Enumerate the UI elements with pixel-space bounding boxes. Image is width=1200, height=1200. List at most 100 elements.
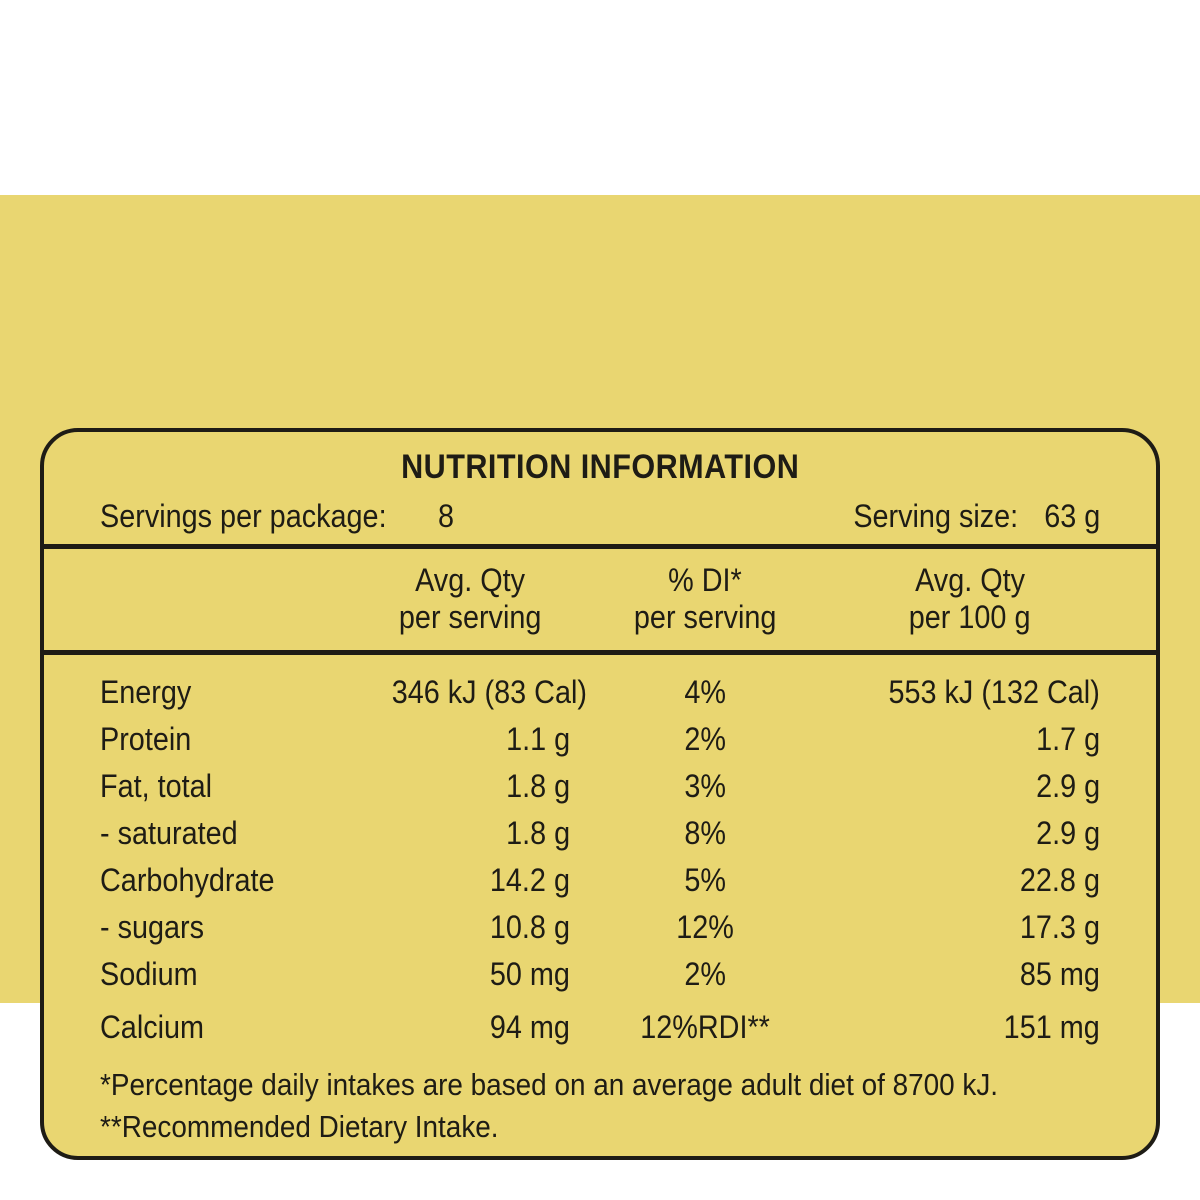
value-per-serving: 346 kJ (83 Cal) [370,669,587,716]
value-per-100g: 2.9 g [840,810,1100,857]
value-di-text: 5% [684,862,726,898]
servings-row: Servings per package: 8 Serving size: 63 g [44,494,1156,538]
column-headers: Avg. Qty per serving % DI* per serving A… [44,562,1156,636]
nutrient-row-saturated: - saturated 1.8 g 8% 2.9 g [100,810,1100,857]
footnotes: *Percentage daily intakes are based on a… [44,1064,1156,1148]
serving-size: Serving size: 63 g [835,494,1100,538]
value-di-text: 8% [684,815,726,851]
column-header-line: Avg. Qty [415,562,525,598]
panel-title: NUTRITION INFORMATION [44,447,1156,487]
servings-per-package-label: Servings per package: [100,498,387,534]
value-di-text: 3% [684,768,726,804]
column-header-percent-di: % DI* per serving [570,562,840,636]
value-per-serving-text: 14.2 g [489,862,570,898]
nutrient-name: Sodium [100,951,370,998]
value-per-100g: 151 mg [840,1004,1100,1051]
value-per-100g-text: 2.9 g [1035,768,1100,804]
value-per-100g: 17.3 g [840,904,1100,951]
value-per-serving-text: 1.8 g [505,768,570,804]
nutrient-row-protein: Protein 1.1 g 2% 1.7 g [100,716,1100,763]
servings-per-package: Servings per package: 8 [100,494,456,538]
nutrient-name-text: Sodium [100,956,198,992]
value-di-text: 12%RDI** [640,1009,770,1045]
nutrient-row-fat-total: Fat, total 1.8 g 3% 2.9 g [100,763,1100,810]
value-di-text: 2% [684,956,726,992]
value-di: 2% [570,716,840,763]
column-header-avg-qty-serving: Avg. Qty per serving [370,562,570,636]
nutrient-row-energy: Energy 346 kJ (83 Cal) 4% 553 kJ (132 Ca… [100,669,1100,716]
value-per-serving: 94 mg [370,1004,570,1051]
column-header-line: % DI* [668,562,742,598]
footnote-rdi: **Recommended Dietary Intake. [100,1106,1100,1148]
nutrient-row-sugars: - sugars 10.8 g 12% 17.3 g [100,904,1100,951]
footnote-daily-intake-text: *Percentage daily intakes are based on a… [100,1067,999,1102]
column-header-spacer [100,562,370,636]
nutrient-row-calcium: Calcium 94 mg 12%RDI** 151 mg [100,1004,1100,1051]
servings-per-package-value: 8 [438,498,455,534]
value-per-100g: 2.9 g [840,763,1100,810]
value-di: 12%RDI** [570,1004,840,1051]
value-di: 5% [570,857,840,904]
value-per-serving-text: 346 kJ (83 Cal) [391,674,587,710]
column-header-line: per 100 g [909,599,1031,635]
value-per-serving-text: 1.1 g [505,721,570,757]
value-per-serving: 1.8 g [370,763,570,810]
footnote-rdi-text: **Recommended Dietary Intake. [100,1109,499,1144]
value-per-100g-text: 22.8 g [1019,862,1100,898]
nutrient-table: Energy 346 kJ (83 Cal) 4% 553 kJ (132 Ca… [44,669,1156,1051]
nutrient-name: Carbohydrate [100,857,370,904]
column-header-line: Avg. Qty [915,562,1025,598]
columns-divider [44,650,1156,655]
value-per-100g-text: 553 kJ (132 Cal) [888,674,1100,710]
nutrient-name: - saturated [100,810,370,857]
nutrient-name: Fat, total [100,763,370,810]
column-header-line: per serving [398,599,542,635]
column-header-line: per serving [633,599,777,635]
value-per-serving: 10.8 g [370,904,570,951]
value-di: 12% [570,904,840,951]
yellow-label-background: NUTRITION INFORMATION Servings per packa… [0,195,1200,1160]
value-per-100g: 1.7 g [840,716,1100,763]
nutrient-name-text: Fat, total [100,768,213,804]
nutrient-row-carbohydrate: Carbohydrate 14.2 g 5% 22.8 g [100,857,1100,904]
serving-size-label: Serving size: [852,498,1018,534]
value-per-100g-text: 1.7 g [1035,721,1100,757]
nutrient-name-text: Calcium [100,1009,205,1045]
header-divider [44,544,1156,549]
nutrient-name-text: Energy [100,674,192,710]
nutrient-row-sodium: Sodium 50 mg 2% 85 mg [100,951,1100,998]
value-per-100g-text: 85 mg [1019,956,1100,992]
panel-title-text: NUTRITION INFORMATION [400,448,800,486]
nutrient-name-text: - sugars [100,909,205,945]
nutrient-name-text: - saturated [100,815,238,851]
value-per-serving-text: 1.8 g [505,815,570,851]
nutrition-panel: NUTRITION INFORMATION Servings per packa… [40,428,1160,1160]
value-di: 2% [570,951,840,998]
value-di: 3% [570,763,840,810]
value-per-serving-text: 50 mg [489,956,570,992]
column-header-avg-qty-100g: Avg. Qty per 100 g [840,562,1100,636]
nutrient-name-text: Protein [100,721,192,757]
value-per-serving: 1.8 g [370,810,570,857]
value-per-serving: 50 mg [370,951,570,998]
value-di: 4% [570,669,840,716]
value-per-100g: 22.8 g [840,857,1100,904]
value-per-100g-text: 151 mg [1003,1009,1100,1045]
nutrient-name: Calcium [100,1004,370,1051]
nutrient-name: Protein [100,716,370,763]
value-per-100g: 85 mg [840,951,1100,998]
serving-size-value: 63 g [1043,498,1100,534]
footnote-daily-intake: *Percentage daily intakes are based on a… [100,1064,1100,1106]
value-per-serving: 14.2 g [370,857,570,904]
nutrient-name: - sugars [100,904,370,951]
value-per-serving-text: 94 mg [489,1009,570,1045]
value-di-text: 4% [684,674,726,710]
value-per-serving: 1.1 g [370,716,570,763]
value-di-text: 2% [684,721,726,757]
value-per-100g: 553 kJ (132 Cal) [840,669,1100,716]
value-per-100g-text: 17.3 g [1019,909,1100,945]
value-di-text: 12% [676,909,734,945]
value-per-100g-text: 2.9 g [1035,815,1100,851]
nutrient-name: Energy [100,669,370,716]
